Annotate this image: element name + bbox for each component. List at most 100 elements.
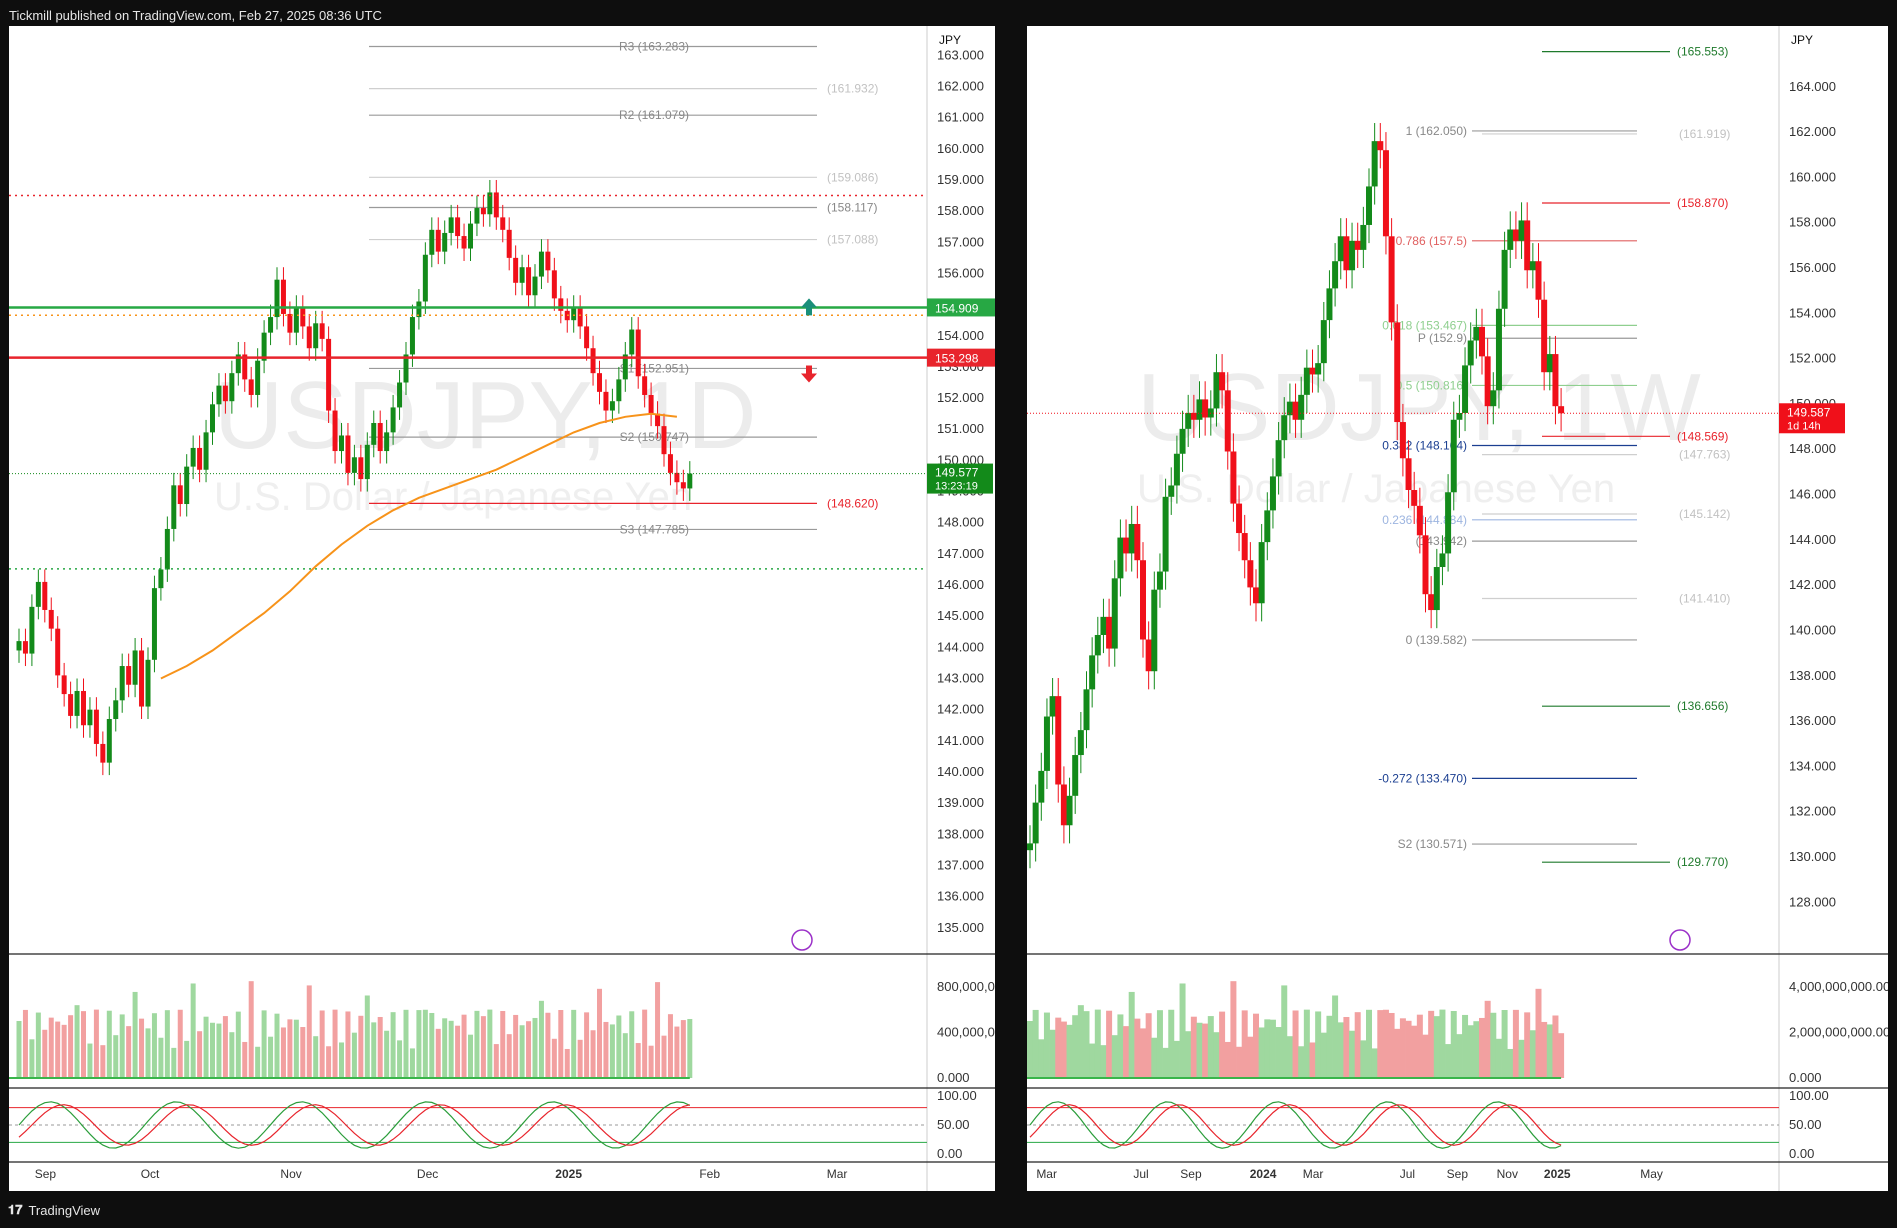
x-tick-label: Nov xyxy=(280,1167,301,1181)
candle-up xyxy=(190,447,196,467)
level-label: (158.117) xyxy=(827,200,877,214)
candle-up xyxy=(1445,492,1452,554)
level-label: S3 (147.785) xyxy=(620,522,689,536)
x-tick-label: Mar xyxy=(827,1167,848,1181)
volume-tick-label: 400,000,000.000 xyxy=(937,1024,995,1039)
volume-bar xyxy=(87,1043,93,1078)
y-tick-label: 132.000 xyxy=(1789,804,1836,819)
volume-bar xyxy=(564,1048,570,1078)
volume-bar xyxy=(667,1014,673,1078)
lightning-icon[interactable] xyxy=(1669,929,1691,951)
volume-bar xyxy=(1281,985,1288,1078)
volume-bar xyxy=(545,1012,551,1078)
volume-bar xyxy=(345,1011,351,1078)
publisher-caption: Tickmill published on TradingView.com, F… xyxy=(9,8,382,23)
candle-up xyxy=(293,307,299,333)
volume-bar xyxy=(1315,1011,1322,1078)
candle-up xyxy=(532,276,538,296)
candle-down xyxy=(642,376,648,395)
candle-down xyxy=(1558,406,1565,414)
candle-up xyxy=(1173,453,1180,486)
y-tick-label: 154.000 xyxy=(1789,305,1836,320)
candle-up xyxy=(364,444,370,480)
candle-up xyxy=(1450,419,1457,493)
current-price-countdown: 13:23:19 xyxy=(935,481,978,493)
candle-up xyxy=(1032,802,1039,844)
volume-bar xyxy=(1439,1009,1446,1078)
stoch-tick-label: 100.00 xyxy=(937,1088,977,1103)
volume-bar xyxy=(1089,1043,1096,1078)
daily-chart-pane[interactable]: USDJPY, 1DU.S. Dollar / Japanese YenJPY1… xyxy=(9,26,995,1191)
volume-bar xyxy=(1173,1040,1180,1078)
level-label: 0.236 (144.884) xyxy=(1382,513,1467,527)
y-tick-label: 137.000 xyxy=(937,857,984,872)
stoch-tick-label: 50.00 xyxy=(1789,1117,1822,1132)
y-tick-label: 138.000 xyxy=(1789,668,1836,683)
volume-bar xyxy=(1123,1026,1130,1078)
candle-up xyxy=(261,332,267,361)
y-tick-label: 160.000 xyxy=(937,141,984,156)
candle-up xyxy=(1258,542,1265,604)
volume-tick-label: 0.000 xyxy=(937,1070,970,1085)
volume-bar xyxy=(577,1039,583,1078)
level-label: (145.142) xyxy=(1679,507,1730,521)
y-tick-label: 139.000 xyxy=(937,795,984,810)
candle-up xyxy=(474,208,480,224)
volume-bar xyxy=(429,1012,435,1078)
weekly-chart-pane[interactable]: USDJPY, 1W U.S. Dollar / Japanese Yen JPY 1… xyxy=(1027,26,1888,1191)
y-tick-label: 136.000 xyxy=(1789,713,1836,728)
candle-down xyxy=(674,472,680,483)
candle-up xyxy=(184,466,190,505)
volume-bar xyxy=(1236,1046,1243,1078)
volume-bar xyxy=(1162,1047,1169,1078)
y-tick-label: 152.000 xyxy=(1789,351,1836,366)
level-label: 0.5 (150.816) xyxy=(1396,378,1467,392)
volume-bar xyxy=(81,1011,86,1078)
y-tick-label: 163.000 xyxy=(937,47,984,62)
level-label: (129.770) xyxy=(1677,855,1728,869)
volume-bar xyxy=(416,1010,422,1078)
candle-up xyxy=(106,719,112,763)
volume-bar xyxy=(1349,1030,1356,1078)
candle-down xyxy=(1405,458,1412,490)
candle-down xyxy=(603,391,609,411)
candle-up xyxy=(1501,249,1508,309)
volume-bar xyxy=(487,1009,493,1078)
volume-bar xyxy=(1377,1010,1384,1078)
volume-bar xyxy=(1213,1032,1220,1078)
candle-up xyxy=(35,581,41,607)
volume-bar xyxy=(1043,1012,1050,1078)
level-label: (148.620) xyxy=(827,496,878,510)
volume-bar xyxy=(1484,1000,1491,1078)
candle-up xyxy=(1439,553,1446,568)
volume-bar xyxy=(306,985,312,1078)
x-tick-label: 2025 xyxy=(1544,1167,1571,1181)
volume-bar xyxy=(197,1031,203,1078)
volume-bar xyxy=(164,1010,170,1078)
volume-bar xyxy=(1326,1015,1333,1078)
candle-up xyxy=(203,432,209,470)
lightning-icon[interactable] xyxy=(791,929,813,951)
level-label: S2 (150.747) xyxy=(620,430,689,444)
candle-up xyxy=(351,457,357,473)
volume-bar xyxy=(655,982,661,1078)
y-tick-label: 128.000 xyxy=(1789,894,1836,909)
tradingview-brand[interactable]: 𝟏𝟕 TradingView xyxy=(8,1202,100,1218)
x-tick-label: Sep xyxy=(1447,1167,1469,1181)
candle-up xyxy=(1043,716,1050,771)
volume-bar xyxy=(1156,1010,1163,1078)
volume-bar xyxy=(1049,1029,1056,1078)
candle-up xyxy=(416,301,422,318)
candle-up xyxy=(1162,496,1169,572)
candle-down xyxy=(377,423,383,452)
volume-bar xyxy=(1190,1016,1197,1078)
candle-up xyxy=(609,401,615,411)
x-tick-label: Sep xyxy=(35,1167,57,1181)
candle-down xyxy=(1106,616,1113,649)
volume-bar xyxy=(222,1016,228,1078)
candle-down xyxy=(93,709,99,744)
volume-bar xyxy=(126,1026,132,1078)
y-tick-label: 158.000 xyxy=(1789,215,1836,230)
level-label: (158.870) xyxy=(1677,196,1728,210)
volume-bar xyxy=(1332,995,1339,1078)
